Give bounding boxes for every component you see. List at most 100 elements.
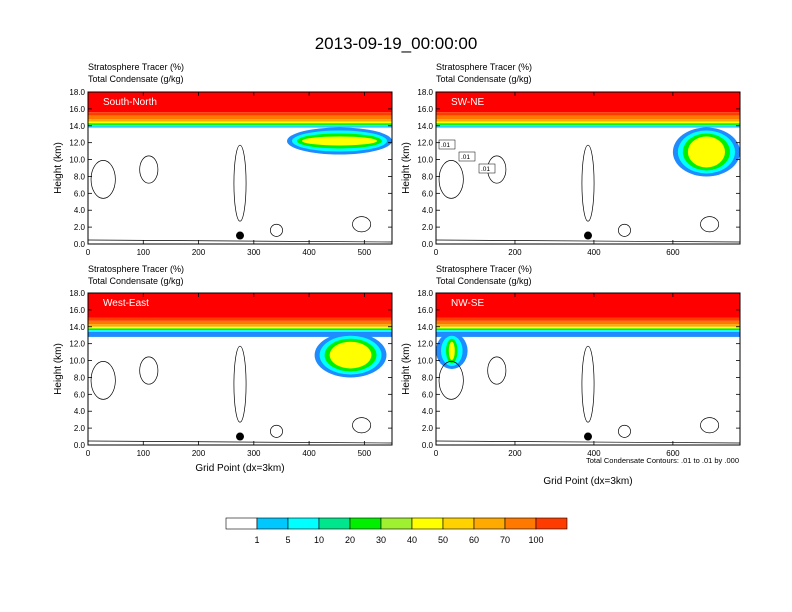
panel-south-north: Stratosphere Tracer (%) Total Condensate…: [53, 62, 393, 257]
south-north-ytick-label-1: 2.0: [74, 223, 86, 232]
west-east-ytick-label-8: 16.0: [69, 306, 85, 315]
south-north-ytick-label-8: 16.0: [69, 105, 85, 114]
south-north-xtick-label-5: 500: [358, 248, 372, 257]
south-north-ytick-label-3: 6.0: [74, 189, 86, 198]
sw-ne-contour-label-0: .01: [441, 142, 450, 149]
west-east-ytick-label-5: 10.0: [69, 357, 85, 366]
west-east-frame: [87, 292, 393, 446]
south-north-field: [88, 92, 392, 244]
legend-swatch-10: [535, 517, 568, 530]
sw-ne-frame: [435, 91, 741, 245]
west-east-xtick-label-4: 400: [302, 449, 316, 458]
legend-label-6: 50: [438, 535, 448, 545]
south-north-xtick-label-3: 300: [247, 248, 261, 257]
sw-ne-contour-label-box-2: [478, 163, 496, 174]
west-east-xtick-label-2: 200: [192, 449, 206, 458]
west-east-label: West-East: [103, 298, 149, 309]
legend-swatch-4: [349, 517, 382, 530]
sw-ne-band-4: [436, 121, 740, 124]
legend-swatch-1: [256, 517, 289, 530]
legend-label-9: 100: [528, 535, 543, 545]
sw-ne-band-3: [436, 119, 740, 122]
panel-west-east-plot: West-East 0.0 2.0 4.0 6.0 8.0 10.0 12.0 14.0 16.0…: [53, 289, 393, 474]
south-north-band-0: [88, 92, 392, 113]
legend-label-5: 40: [407, 535, 417, 545]
legend-swatch-5: [380, 517, 413, 530]
south-north-label: South-North: [103, 97, 157, 108]
nw-se-contour-0: [438, 361, 464, 400]
sw-ne-contour-label-box-1: [458, 151, 476, 162]
west-east-band-6: [88, 330, 392, 332]
south-north-band-3: [88, 119, 392, 122]
sw-ne-ytick-label-0: 0.0: [422, 240, 434, 249]
sw-ne-ylabel: Height (km): [401, 142, 412, 194]
contour-footnote: Total Condensate Contours: .01 to .01 by…: [586, 456, 739, 465]
sw-ne-contour-label-2: .01: [481, 166, 490, 173]
nw-se-ytick-label-3: 6.0: [422, 390, 434, 399]
panel-south-north-plot: South-North 0.0 2.0 4.0 6.0 8.0 10.0 12.0 14.0 16…: [53, 88, 393, 257]
nw-se-ytick-label-7: 14.0: [417, 323, 433, 332]
west-east-ytick-label-6: 12.0: [69, 340, 85, 349]
west-east-xtick-label-5: 500: [358, 449, 372, 458]
nw-se-ytick-label-8: 16.0: [417, 306, 433, 315]
panel-west-east-field-title: Stratosphere Tracer (%): [88, 264, 184, 274]
panel-nw-se-plot: NW-SE 0.0 2.0 4.0 6.0 8.0 10.0 12.0 14.0 16.0 18.0…: [401, 289, 741, 487]
nw-se-ytick-label-4: 8.0: [422, 373, 434, 382]
west-east-xlabel: Grid Point (dx=3km): [195, 463, 284, 474]
legend-label-1: 5: [285, 535, 290, 545]
west-east-band-3: [88, 324, 392, 327]
west-east-contour-2: [233, 345, 247, 423]
south-north-intrusion-3: [301, 136, 377, 146]
south-north-band-2: [88, 115, 392, 120]
south-north-ytick-label-4: 8.0: [74, 172, 86, 181]
legend-swatch-2: [287, 517, 320, 530]
south-north-ytick-label-2: 4.0: [74, 206, 86, 215]
west-east-xtick-label-0: 0: [86, 449, 91, 458]
panel-sw-ne-field-title: Stratosphere Tracer (%): [436, 62, 532, 72]
west-east-xtick-label-1: 100: [137, 449, 151, 458]
west-east-band-7: [88, 331, 392, 337]
south-north-contour-3: [270, 223, 283, 237]
sw-ne-ytick-label-4: 8.0: [422, 172, 434, 181]
sw-ne-ytick-label-9: 18.0: [417, 88, 433, 97]
legend-swatch-8: [473, 517, 506, 530]
legend-swatch-7: [442, 517, 475, 530]
nw-se-xtick-label-1: 200: [508, 449, 522, 458]
sw-ne-band-6: [436, 124, 740, 127]
sw-ne-ytick-label-2: 4.0: [422, 206, 434, 215]
legend-swatch-9: [504, 517, 537, 530]
west-east-ytick-label-2: 4.0: [74, 407, 86, 416]
sw-ne-ytick-label-5: 10.0: [417, 156, 433, 165]
nw-se-band-4: [436, 326, 740, 329]
west-east-ytick-label-9: 18.0: [69, 289, 85, 298]
south-north-band-5: [88, 123, 392, 125]
nw-se-ytick-label-9: 18.0: [417, 289, 433, 298]
west-east-ytick-label-3: 6.0: [74, 390, 86, 399]
sw-ne-contour-label-box-0: [438, 139, 456, 150]
panel-sw-ne-plot: SW-NE .01 .01 .01 0.0 2.0 4.0 6.0 8.0 10.0 12.0 14.…: [401, 88, 741, 257]
south-north-xtick-label-2: 200: [192, 248, 206, 257]
sw-ne-band-1: [436, 112, 740, 116]
panel-sw-ne-field-subtitle: Total Condensate (g/kg): [436, 74, 532, 84]
panel-nw-se: Stratosphere Tracer (%) Total Condensate…: [401, 264, 741, 487]
south-north-xtick-label-4: 400: [302, 248, 316, 257]
sw-ne-contour-4: [700, 216, 720, 233]
south-north-band-1: [88, 112, 392, 116]
legend-label-3: 20: [345, 535, 355, 545]
nw-se-ylabel: Height (km): [401, 343, 412, 395]
nw-se-contour-1: [487, 356, 507, 385]
west-east-contour-0: [90, 361, 116, 400]
nw-se-intrusion-3: [448, 341, 455, 360]
west-east-band-5: [88, 328, 392, 331]
sw-ne-band-5: [436, 123, 740, 125]
nw-se-surface-contour: [436, 440, 740, 444]
sw-ne-xtick-label-0: 0: [434, 248, 439, 257]
nw-se-ytick-label-2: 4.0: [422, 407, 434, 416]
west-east-contour-4: [352, 417, 372, 434]
nw-se-band-3: [436, 324, 740, 327]
south-north-contour-0: [90, 160, 116, 199]
sw-ne-intrusion-3: [687, 136, 725, 168]
south-north-ylabel: Height (km): [53, 142, 64, 194]
nw-se-band-0: [436, 293, 740, 318]
west-east-ytick-label-1: 2.0: [74, 424, 86, 433]
